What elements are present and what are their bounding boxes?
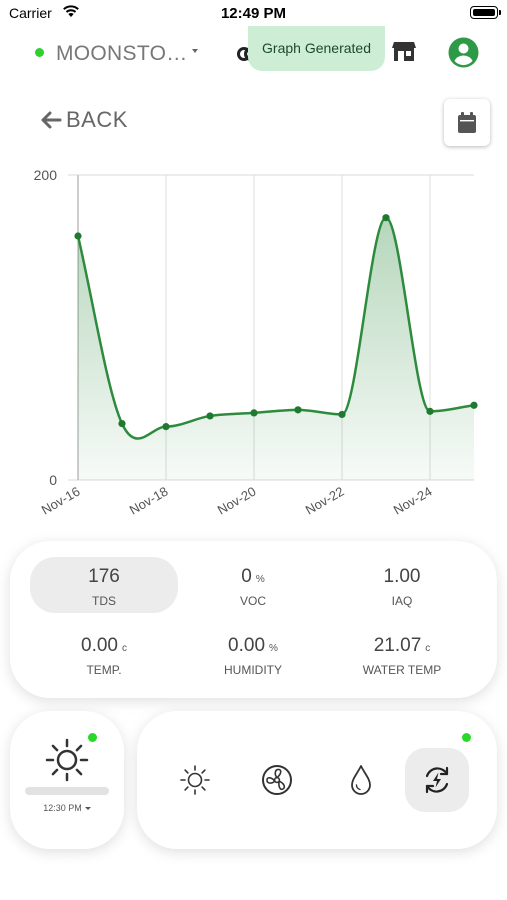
chart-point-nov-22	[338, 410, 346, 419]
light-mode-icon	[180, 765, 210, 795]
water-mode-button[interactable]	[329, 748, 393, 812]
toast-notification: Graph Generated	[248, 26, 385, 71]
arrow-left-icon	[41, 111, 62, 129]
metric-value: 176	[30, 564, 178, 590]
status-bar: Carrier 12:49 PM	[0, 0, 507, 28]
metric-unit: c	[425, 643, 431, 654]
device-selector[interactable]: MOONSTO…	[56, 42, 188, 65]
metric-number: 21.07	[373, 635, 422, 656]
chart-point-nov-23	[382, 214, 390, 222]
wifi-icon	[63, 5, 79, 17]
metric-value: 1.00	[328, 564, 476, 590]
fan-mode-button[interactable]	[245, 748, 309, 812]
chart-point-nov-18	[162, 423, 170, 431]
metric-label: TEMP.	[86, 663, 122, 677]
light-status-indicator	[88, 733, 97, 742]
metric-number: 1.00	[383, 566, 421, 587]
chevron-down-icon	[84, 807, 91, 811]
y-tick-label: 200	[34, 167, 58, 183]
metric-number: 0.00	[228, 635, 266, 656]
line-chart: 0 200 Nov-16 Nov-18 Nov-20 Nov-22 Nov-24	[34, 167, 478, 518]
chart-point-nov-17	[118, 419, 126, 428]
light-time-slider[interactable]	[25, 787, 109, 795]
metric-voc[interactable]: 0% VOC	[179, 557, 327, 613]
metric-number: 0	[241, 566, 252, 587]
back-label: BACK	[66, 107, 128, 132]
chart-point-nov-24	[426, 407, 434, 415]
x-tick-label: Nov-18	[127, 484, 171, 518]
calendar-button[interactable]	[444, 99, 490, 146]
metric-label: WATER TEMP	[362, 663, 442, 677]
chart-point-nov-19	[206, 412, 214, 420]
metric-value: 0%	[179, 564, 327, 590]
metric-tds[interactable]: 176 TDS	[30, 557, 178, 613]
x-tick-label: Nov-16	[39, 484, 83, 518]
metric-unit: c	[121, 643, 127, 654]
chart-point-nov-16	[74, 232, 82, 240]
chart-point-nov-21	[294, 406, 302, 414]
mode-status-indicator	[462, 733, 471, 742]
metric-label: HUMIDITY	[224, 663, 282, 677]
metric-iaq[interactable]: 1.00 IAQ	[328, 557, 476, 613]
light-time-label: 12:30 PM	[43, 803, 82, 813]
metric-label: VOC	[239, 594, 266, 608]
metric-humidity[interactable]: 0.00% HUMIDITY	[179, 626, 327, 682]
light-time-select[interactable]: 12:30 PM	[25, 803, 109, 813]
x-tick-label: Nov-24	[391, 484, 435, 518]
metric-water-temp[interactable]: 21.07 c WATER TEMP	[328, 626, 476, 682]
device-online-indicator	[35, 48, 44, 57]
metric-number: 0.00	[81, 635, 118, 656]
sun-icon[interactable]	[45, 738, 89, 782]
chart-point-nov-20	[250, 409, 258, 417]
metric-label: IAQ	[391, 594, 413, 608]
chart-area-fill	[78, 217, 474, 480]
store-icon[interactable]	[391, 39, 417, 63]
metric-value: 0.00%	[179, 633, 327, 659]
carrier-label: Carrier	[9, 5, 52, 21]
battery-icon	[470, 6, 501, 19]
auto-mode-button[interactable]	[405, 748, 469, 812]
metric-unit: %	[255, 574, 265, 585]
chevron-down-icon[interactable]	[192, 49, 198, 53]
x-tick-label: Nov-22	[303, 484, 347, 518]
metric-value: 0.00 c	[30, 633, 178, 659]
light-mode-button[interactable]	[163, 748, 227, 812]
chart-point-nov-25	[470, 401, 478, 409]
metric-unit: %	[269, 643, 278, 654]
status-time: 12:49 PM	[220, 5, 287, 22]
metric-value: 21.07 c	[328, 633, 476, 659]
x-tick-label: Nov-20	[215, 484, 259, 518]
auto-cycle-icon	[425, 766, 449, 794]
metric-temp[interactable]: 0.00 c TEMP.	[30, 626, 178, 682]
water-drop-icon	[351, 765, 371, 795]
fan-icon	[262, 765, 292, 795]
profile-icon[interactable]	[448, 37, 479, 68]
y-tick-label: 0	[49, 472, 57, 488]
metric-number: 176	[88, 566, 120, 587]
calendar-icon	[458, 112, 476, 133]
metric-label: TDS	[92, 594, 116, 608]
back-button[interactable]: BACK	[40, 106, 128, 134]
